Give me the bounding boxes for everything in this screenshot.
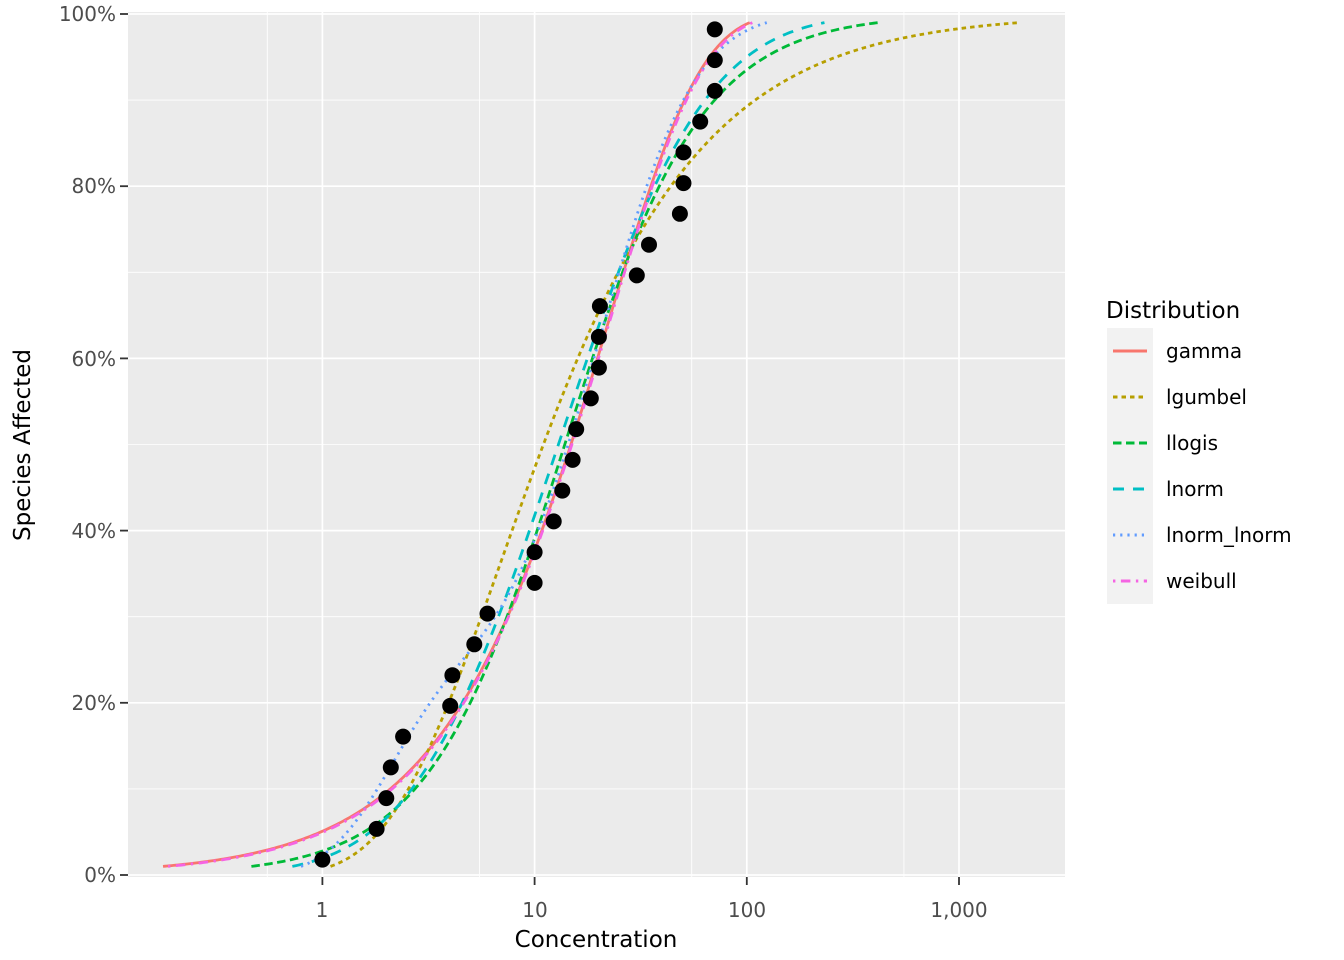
gridlines: [128, 12, 1065, 877]
scatter-point: [368, 820, 385, 837]
legend-label-lnorm: lnorm: [1166, 477, 1224, 501]
scatter-point: [628, 267, 645, 284]
scatter-point: [706, 82, 723, 99]
x-tick-label-1: 1: [316, 898, 329, 922]
scatter-point: [554, 482, 571, 499]
scatter-point: [692, 113, 709, 130]
scatter-point: [590, 359, 607, 376]
scatter-point: [442, 697, 459, 714]
scatter-point: [479, 605, 496, 622]
legend-label-weibull: weibull: [1166, 569, 1237, 593]
scatter-point: [590, 328, 607, 345]
x-tick-label-1000: 1,000: [930, 898, 987, 922]
scatter-point: [582, 390, 599, 407]
scatter-point: [591, 298, 608, 315]
y-tick-label-80: 80%: [72, 174, 116, 198]
y-tick-label-60: 60%: [72, 347, 116, 371]
scatter-point: [526, 544, 543, 561]
curve-llogis: [251, 21, 879, 868]
legend-keys: [1107, 328, 1153, 604]
scatter-point: [526, 574, 543, 591]
legend-label-llogis: llogis: [1166, 431, 1218, 455]
y-tick-label-100: 100%: [59, 2, 116, 26]
scatter-point: [466, 636, 483, 653]
scatter-point: [564, 451, 581, 468]
scatter-point: [395, 728, 412, 745]
y-tick-label-20: 20%: [72, 691, 116, 715]
x-tick-label-100: 100: [728, 898, 766, 922]
scatter-point: [706, 52, 723, 69]
scatter-point: [378, 790, 395, 807]
y-tick-label-40: 40%: [72, 519, 116, 543]
curve-lnorm_lnorm: [300, 21, 768, 868]
scatter-point: [706, 21, 723, 38]
scatter-point: [675, 175, 692, 192]
scatter-point: [545, 513, 562, 530]
scatter-point: [671, 205, 688, 222]
x-tick-label-10: 10: [522, 898, 547, 922]
x-axis-title: Concentration: [515, 927, 678, 953]
scatter-point: [568, 421, 585, 438]
scatter-point: [675, 144, 692, 161]
scatter-points: [314, 21, 723, 868]
legend-label-lgumbel: lgumbel: [1166, 385, 1247, 409]
scatter-point: [382, 759, 399, 776]
axis-tick-marks: [120, 13, 960, 885]
scatter-point: [314, 851, 331, 868]
y-axis-title: Species Affected: [10, 349, 36, 541]
legend-title: Distribution: [1106, 298, 1240, 324]
legend-label-gamma: gamma: [1166, 339, 1242, 363]
scatter-point: [641, 236, 657, 253]
y-tick-label-0: 0%: [84, 863, 116, 887]
scatter-point: [444, 667, 461, 684]
legend-label-lnorm-lnorm: lnorm_lnorm: [1166, 523, 1292, 547]
